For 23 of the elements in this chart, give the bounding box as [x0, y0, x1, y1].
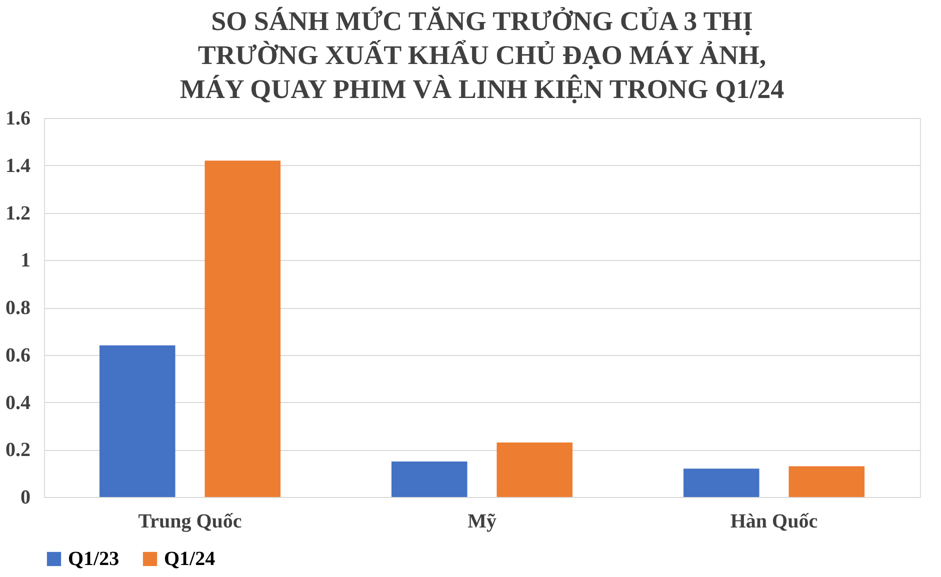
bar — [99, 345, 176, 497]
y-tick-label: 0.4 — [6, 392, 30, 414]
y-tick-label: 1.4 — [6, 154, 30, 177]
x-tick-label: Hàn Quốc — [730, 510, 818, 532]
y-tick-label: 0.8 — [6, 297, 30, 319]
legend-label: Q1/24 — [164, 548, 216, 570]
y-tick-label: 1 — [20, 250, 30, 272]
text: SO SÁNH MỨC TĂNG TRƯỞNG CỦA 3 THỊ — [211, 6, 753, 36]
x-tick-label: Trung Quốc — [138, 510, 242, 532]
bar — [391, 461, 468, 497]
text: MÁY QUAY PHIM VÀ LINH KIỆN TRONG Q1/24 — [180, 74, 784, 104]
legend-label: Q1/23 — [68, 548, 120, 570]
bar — [683, 468, 760, 497]
text: TRƯỜNG XUẤT KHẨU CHỦ ĐẠO MÁY ẢNH, — [198, 40, 766, 70]
bar — [496, 442, 573, 497]
y-tick-label: 0.6 — [6, 344, 30, 366]
x-tick-label: Mỹ — [468, 510, 496, 532]
y-tick-label: 0.2 — [6, 439, 30, 462]
y-tick-label: 1.6 — [6, 108, 30, 130]
bar — [788, 466, 865, 497]
bar — [204, 160, 281, 497]
y-tick-label: 1.2 — [6, 202, 30, 224]
y-tick-label: 0 — [20, 486, 30, 508]
